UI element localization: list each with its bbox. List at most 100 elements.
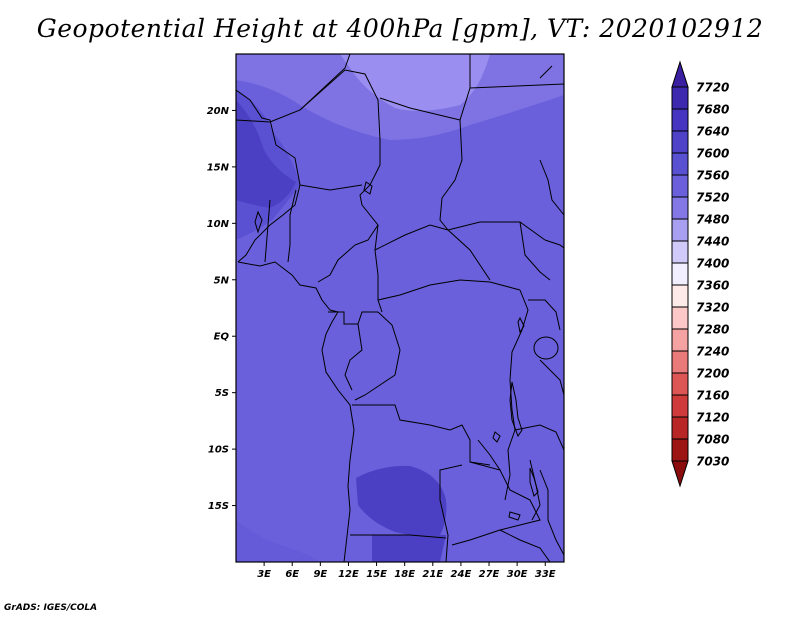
colorbar-level-label: 7240 bbox=[696, 345, 729, 359]
colorbar-level-label: 7320 bbox=[696, 301, 729, 315]
colorbar-segment bbox=[671, 218, 689, 242]
border-zambia bbox=[451, 461, 541, 546]
page-title: Geopotential Height at 400hPa [gpm], VT:… bbox=[36, 14, 764, 43]
lat-tick-label: 20N bbox=[207, 106, 230, 117]
field-7480-north bbox=[340, 54, 490, 111]
border-ssudan-east bbox=[519, 221, 551, 281]
colorbar-segment bbox=[671, 152, 689, 176]
lon-tick-label: 6E bbox=[285, 569, 299, 580]
lon-tick-label: 30E bbox=[507, 569, 528, 580]
colorbar-level-label: 7400 bbox=[696, 257, 729, 271]
colorbar-level-label: 7360 bbox=[696, 279, 729, 293]
latitude-axis: 20N 15N 10N 5N EQ 5S 10S 15S bbox=[207, 106, 236, 512]
border-angola-zambia bbox=[439, 464, 463, 562]
border-zimbabwe bbox=[499, 529, 551, 562]
colorbar-level-label: 7560 bbox=[696, 169, 729, 183]
lon-tick-label: 15E bbox=[366, 569, 387, 580]
lat-tick-label: 10N bbox=[207, 219, 230, 230]
colorbar-level-label: 7440 bbox=[696, 235, 729, 249]
colorbar-segment bbox=[671, 306, 689, 330]
lon-tick-label: 27E bbox=[479, 569, 500, 580]
lat-tick-label: EQ bbox=[214, 332, 230, 343]
border-egypt-sudan bbox=[469, 83, 564, 89]
lake-tanganyika bbox=[509, 381, 523, 438]
gulf-of-guinea-coast bbox=[237, 261, 355, 562]
lon-tick-label: 33E bbox=[535, 569, 556, 580]
field-7600-west bbox=[236, 100, 296, 208]
colorbar-segment bbox=[671, 108, 689, 132]
colorbar-level-label: 7080 bbox=[696, 433, 729, 447]
lon-tick-label: 18E bbox=[394, 569, 415, 580]
lon-tick-label: 3E bbox=[257, 569, 271, 580]
lake-chad bbox=[363, 181, 373, 195]
border-algeria-niger bbox=[299, 54, 351, 111]
colorbar-segment bbox=[671, 328, 689, 352]
colorbar: 7720 7680 7640 7600 7560 7520 7480 7440 7400 7360… bbox=[671, 60, 729, 488]
border-malawi bbox=[529, 459, 541, 521]
colorbar-segment bbox=[671, 174, 689, 198]
border-angola-namibia bbox=[350, 534, 447, 539]
colorbar-segment bbox=[671, 416, 689, 440]
lat-tick-label: 15S bbox=[208, 501, 229, 512]
field-7560-sw bbox=[236, 520, 320, 562]
colorbar-segment bbox=[671, 372, 689, 396]
map-frame bbox=[235, 53, 565, 563]
colorbar-level-label: 7120 bbox=[696, 411, 729, 425]
colorbar-level-label: 7280 bbox=[696, 323, 729, 337]
border-angola-drc bbox=[352, 404, 491, 466]
lake-albert bbox=[517, 316, 525, 334]
field-7600-south2 bbox=[372, 535, 446, 562]
colorbar-segment bbox=[671, 394, 689, 418]
colorbar-level-label: 7520 bbox=[696, 191, 729, 205]
border-cameroon-car bbox=[374, 224, 383, 313]
border-sudan-eritrea bbox=[539, 159, 564, 216]
lon-tick-label: 12E bbox=[338, 569, 359, 580]
border-uganda-kenya bbox=[528, 299, 561, 331]
field-shading bbox=[236, 54, 564, 562]
border-togo-ghana bbox=[264, 199, 271, 263]
colorbar-level-label: 7480 bbox=[696, 213, 729, 227]
lake-mweru bbox=[492, 431, 501, 443]
border-ethiopia bbox=[544, 239, 564, 249]
border-drc-zambia bbox=[477, 439, 501, 471]
coast-red-sea bbox=[539, 65, 553, 79]
colorbar-level-label: 7720 bbox=[696, 81, 729, 95]
border-sudan-ssudan bbox=[447, 221, 546, 241]
colorbar-segment bbox=[671, 438, 689, 462]
border-eq-guinea-gabon bbox=[328, 311, 378, 325]
border-car-drc bbox=[377, 279, 521, 301]
colorbar-segment bbox=[671, 130, 689, 154]
lake-victoria bbox=[533, 336, 559, 360]
colorbar-top-arrow bbox=[671, 60, 689, 88]
lon-tick-label: 24E bbox=[451, 569, 472, 580]
lake-malawi bbox=[529, 467, 539, 497]
border-congo-drc bbox=[354, 311, 401, 401]
border-kenya-tanzania bbox=[539, 359, 564, 396]
lon-tick-label: 9E bbox=[313, 569, 327, 580]
colorbar-level-label: 7640 bbox=[696, 125, 729, 139]
colorbar-segment bbox=[671, 284, 689, 308]
lat-tick-label: 5N bbox=[214, 275, 230, 286]
lat-tick-label: 15N bbox=[207, 162, 230, 173]
colorbar-level-label: 7160 bbox=[696, 389, 729, 403]
border-car-chad bbox=[374, 224, 491, 281]
colorbar-level-label: 7030 bbox=[696, 455, 729, 469]
colorbar-bottom-arrow bbox=[671, 460, 689, 488]
lakes bbox=[254, 181, 559, 521]
grads-credit: GrADS: IGES/COLA bbox=[4, 603, 98, 613]
colorbar-segment bbox=[671, 240, 689, 264]
border-benin bbox=[287, 189, 297, 263]
lat-tick-label: 5S bbox=[215, 388, 229, 399]
field-7600-south bbox=[356, 465, 447, 536]
colorbar-segment bbox=[671, 262, 689, 286]
border-tanzania-south bbox=[514, 424, 564, 451]
border-congo-gabon bbox=[344, 323, 363, 391]
lake-kariba bbox=[508, 511, 521, 521]
longitude-axis: 3E 6E 9E 12E 15E 18E 21E 24E 27E 30E 33E bbox=[257, 562, 556, 580]
boundaries bbox=[236, 54, 564, 562]
border-mali-niger bbox=[236, 69, 381, 141]
lat-tick-label: 10S bbox=[208, 445, 229, 456]
colorbar-level-label: 7680 bbox=[696, 103, 729, 117]
border-nigeria-niger bbox=[299, 184, 363, 191]
